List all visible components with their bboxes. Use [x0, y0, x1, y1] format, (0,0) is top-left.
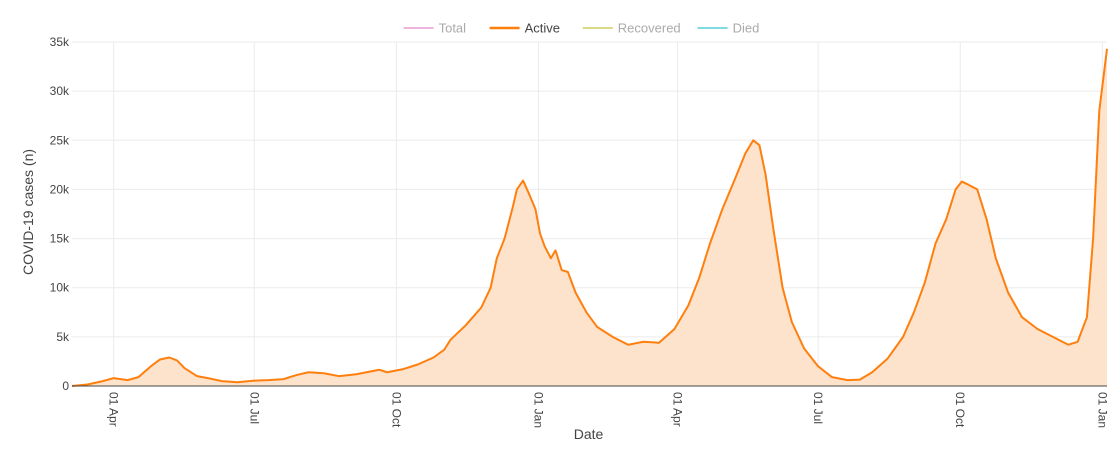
y-tick-label: 30k — [50, 84, 70, 98]
legend-item-recovered[interactable]: Recovered — [582, 21, 681, 36]
x-tick-label: 01 Jan — [532, 392, 546, 428]
legend-item-total[interactable]: Total — [403, 21, 467, 36]
x-tick-label: 01 Jul — [247, 392, 261, 424]
y-tick-label: 15k — [50, 232, 70, 246]
axes: 0 5k 10k 15k 20k 25k 30k 35k 01 Apr 01 Jul 01 Oct 0… — [50, 35, 1110, 428]
y-tick-label: 25k — [50, 133, 70, 147]
y-axis-title: COVID-19 cases (n) — [20, 149, 36, 275]
y-tick-label: 0 — [62, 379, 69, 393]
x-tick-label: 01 Oct — [389, 392, 403, 428]
legend-item-active[interactable]: Active — [489, 21, 560, 36]
legend-label: Active — [525, 21, 560, 36]
x-tick-label: 01 Jan — [1095, 392, 1109, 428]
y-tick-label: 35k — [50, 35, 70, 49]
y-tick-label: 20k — [50, 182, 70, 196]
x-tick-label: 01 Apr — [671, 392, 685, 427]
x-axis-title: Date — [574, 426, 604, 442]
legend-label: Died — [733, 21, 760, 36]
legend-label: Total — [439, 21, 467, 36]
series-area-active — [72, 48, 1107, 386]
legend-label: Recovered — [618, 21, 681, 36]
legend: Total Active Recovered Died — [403, 21, 760, 36]
series-layer — [71, 48, 1108, 387]
series-line-active[interactable] — [71, 48, 1108, 387]
y-tick-label: 5k — [56, 330, 70, 344]
x-tick-label: 01 Apr — [107, 392, 121, 427]
x-tick-label: 01 Oct — [953, 392, 967, 428]
legend-item-died[interactable]: Died — [697, 21, 760, 36]
x-tick-label: 01 Jul — [811, 392, 825, 424]
y-tick-label: 10k — [50, 281, 70, 295]
